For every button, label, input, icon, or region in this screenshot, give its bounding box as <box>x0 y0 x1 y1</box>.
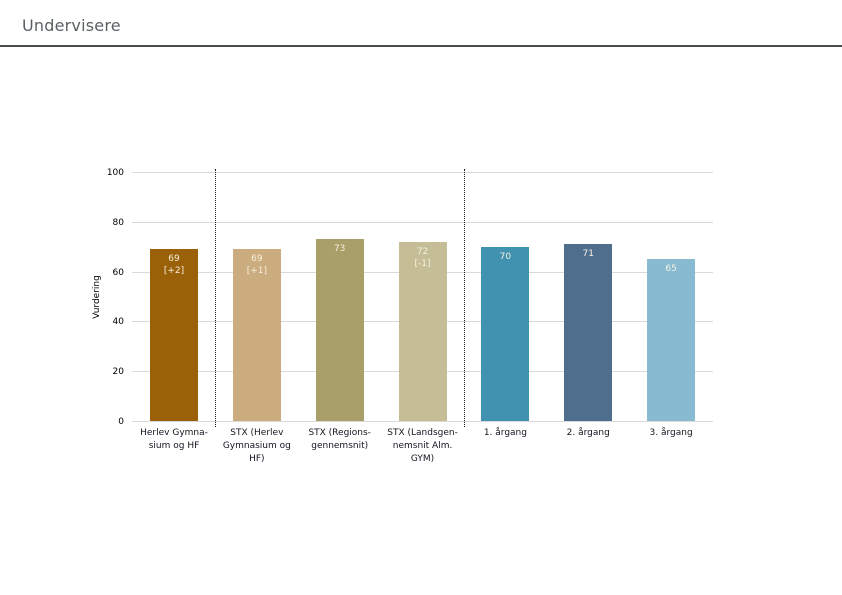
bar-value: 70 <box>499 251 512 262</box>
bar-change-label: [-1] <box>414 258 431 269</box>
x-axis-category-label: 3. årgang <box>625 427 717 440</box>
gridline <box>132 172 713 173</box>
bar: 70 <box>481 246 530 421</box>
bar: 73 <box>315 239 364 421</box>
bar-value: 73 <box>333 244 346 255</box>
x-axis-category-line: STX (Herlev <box>230 428 284 438</box>
x-axis-category-label: STX (Landsgen-nemsnit Alm. GYM) <box>377 427 469 466</box>
x-axis-category-line: HF) <box>249 454 265 464</box>
x-axis-category-line: Gymnasium og <box>222 441 291 451</box>
bar: 71 <box>564 244 613 421</box>
x-axis-category-line: GYM) <box>410 454 435 464</box>
y-axis-tick-label: 100 <box>106 168 124 178</box>
x-axis-category-label: STX (Herlev Gymnasium og HF) <box>211 427 303 466</box>
bar-value: 69 <box>251 254 263 265</box>
bar-value: 72 <box>416 246 429 257</box>
bar-chart-plot-area: 0 20 40 60 80 100 69 [+2] Herlev Gymna-sium og H… <box>107 168 713 464</box>
bar-value-label: 73 <box>316 243 364 255</box>
y-axis-title: Vurdering <box>86 172 108 421</box>
x-axis-category-label: STX (Regions-gennemsnit) <box>294 427 386 453</box>
x-axis-category-line: nemsnit Alm. <box>392 441 453 451</box>
y-axis-tick-label: 40 <box>112 317 124 328</box>
bar-value-label: 69 [+1] <box>233 253 281 277</box>
bar: 69 [+2] <box>150 249 198 421</box>
bar-value: 69 <box>168 254 180 265</box>
y-axis-tick-label: 0 <box>118 417 124 427</box>
x-axis-category-line: Herlev Gymna- <box>140 428 208 438</box>
x-axis-category-line: STX (Landsgen- <box>387 428 458 438</box>
x-axis-category-label: 1. årgang <box>459 427 551 440</box>
bar-change-label: [+1] <box>246 266 267 277</box>
bar: 72 [-1] <box>398 241 447 421</box>
x-axis-category-line: STX (Regions- <box>308 428 371 438</box>
bar: 65 <box>647 259 696 421</box>
group-separator-line <box>215 169 217 427</box>
x-axis-category-label: Herlev Gymna-sium og HF <box>128 427 220 453</box>
bar: 69 [+1] <box>232 249 281 421</box>
y-axis-tick-label: 20 <box>112 367 124 378</box>
x-axis-category-line: 3. årgang <box>649 428 693 438</box>
group-separator-line <box>463 169 465 427</box>
x-axis-category-line: 1. årgang <box>483 428 527 438</box>
y-axis-tick-label: 60 <box>112 267 124 278</box>
x-axis-category-line: sium og HF <box>148 441 200 451</box>
bar-value-label: 65 <box>647 263 695 275</box>
title-divider-line <box>0 45 842 47</box>
bar-value: 71 <box>582 249 594 260</box>
bar-value-label: 72 [-1] <box>399 246 447 270</box>
bar-change-label: [+2] <box>163 266 185 277</box>
gridline <box>132 221 713 223</box>
bar-value: 65 <box>665 264 677 275</box>
x-axis-category-line: gennemsnit) <box>311 441 369 451</box>
y-axis-tick-label: 80 <box>112 217 124 228</box>
bar-value-label: 69 [+2] <box>150 253 198 277</box>
gridline <box>132 421 713 422</box>
x-axis-category-label: 2. årgang <box>542 427 634 440</box>
y-axis-title-text: Vurdering <box>92 274 103 319</box>
bar-value-label: 70 <box>481 251 529 263</box>
bar-value-label: 71 <box>564 248 612 260</box>
page-title: Undervisere <box>22 16 121 35</box>
x-axis-category-line: 2. årgang <box>566 428 610 438</box>
